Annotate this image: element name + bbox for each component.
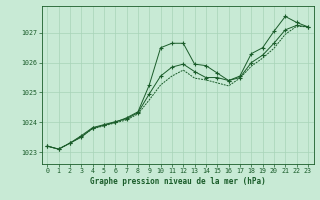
- X-axis label: Graphe pression niveau de la mer (hPa): Graphe pression niveau de la mer (hPa): [90, 177, 266, 186]
